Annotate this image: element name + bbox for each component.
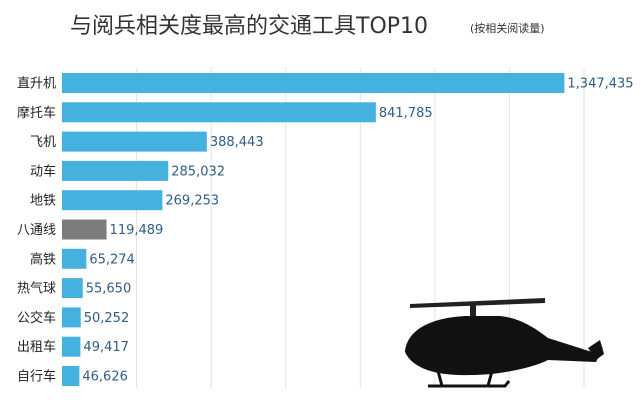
- value-label: 46,626: [82, 370, 128, 385]
- category-label: 出租车: [17, 339, 56, 355]
- bar: [62, 131, 207, 152]
- value-label: 50,252: [84, 311, 130, 326]
- category-label: 直升机: [17, 77, 56, 92]
- bar: [62, 278, 83, 299]
- value-label: 388,443: [210, 135, 264, 150]
- bar: [62, 307, 81, 328]
- labels: 直升机 1,347,435 摩托车 841,785 飞机 388,443 动车 285,032…: [17, 77, 634, 385]
- bar: [62, 190, 163, 211]
- helicopter-icon: [405, 298, 604, 388]
- category-label: 公交车: [17, 310, 56, 326]
- category-label: 八通线: [17, 223, 56, 238]
- bar: [62, 366, 80, 386]
- bar: [62, 73, 565, 93]
- category-label: 热气球: [17, 281, 56, 297]
- value-label: 841,785: [379, 106, 433, 121]
- value-label: 49,417: [83, 340, 128, 355]
- bar: [62, 219, 107, 240]
- bars: [62, 73, 565, 386]
- category-label: 地铁: [30, 194, 56, 209]
- value-label: 119,489: [110, 223, 164, 238]
- bar: [62, 102, 376, 123]
- bar: [62, 248, 87, 269]
- chart-title: 与阅兵相关度最高的交通工具TOP10: [70, 14, 428, 39]
- category-label: 高铁: [30, 251, 56, 267]
- category-label: 自行车: [17, 369, 56, 385]
- value-label: 285,032: [171, 164, 225, 179]
- category-label: 飞机: [30, 135, 56, 150]
- value-label: 1,347,435: [567, 77, 633, 92]
- value-label: 269,253: [165, 194, 219, 209]
- chart-subtitle: (按相关阅读量): [470, 21, 545, 35]
- bar: [62, 160, 169, 181]
- category-label: 动车: [30, 163, 56, 179]
- value-label: 55,650: [86, 282, 132, 297]
- bar: [62, 336, 81, 357]
- value-label: 65,274: [89, 252, 135, 267]
- category-label: 摩托车: [17, 105, 56, 121]
